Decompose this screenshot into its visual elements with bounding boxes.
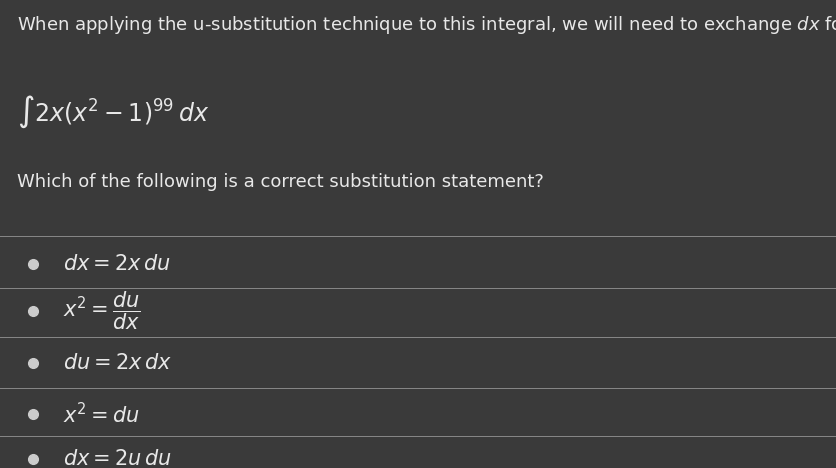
- Text: $x^2 = du$: $x^2 = du$: [63, 402, 140, 427]
- Text: $x^2 = \dfrac{du}{dx}$: $x^2 = \dfrac{du}{dx}$: [63, 290, 140, 332]
- Text: Which of the following is a correct substitution statement?: Which of the following is a correct subs…: [17, 173, 543, 191]
- Text: $du = 2x\,dx$: $du = 2x\,dx$: [63, 353, 171, 373]
- Text: $\int 2x(x^2-1)^{99}\,dx$: $\int 2x(x^2-1)^{99}\,dx$: [17, 94, 209, 130]
- Text: $dx = 2x\,du$: $dx = 2x\,du$: [63, 255, 171, 274]
- Text: When applying the u-substitution technique to this integral, we will need to exc: When applying the u-substitution techniq…: [17, 14, 836, 36]
- Text: $dx = 2u\,du$: $dx = 2u\,du$: [63, 449, 171, 468]
